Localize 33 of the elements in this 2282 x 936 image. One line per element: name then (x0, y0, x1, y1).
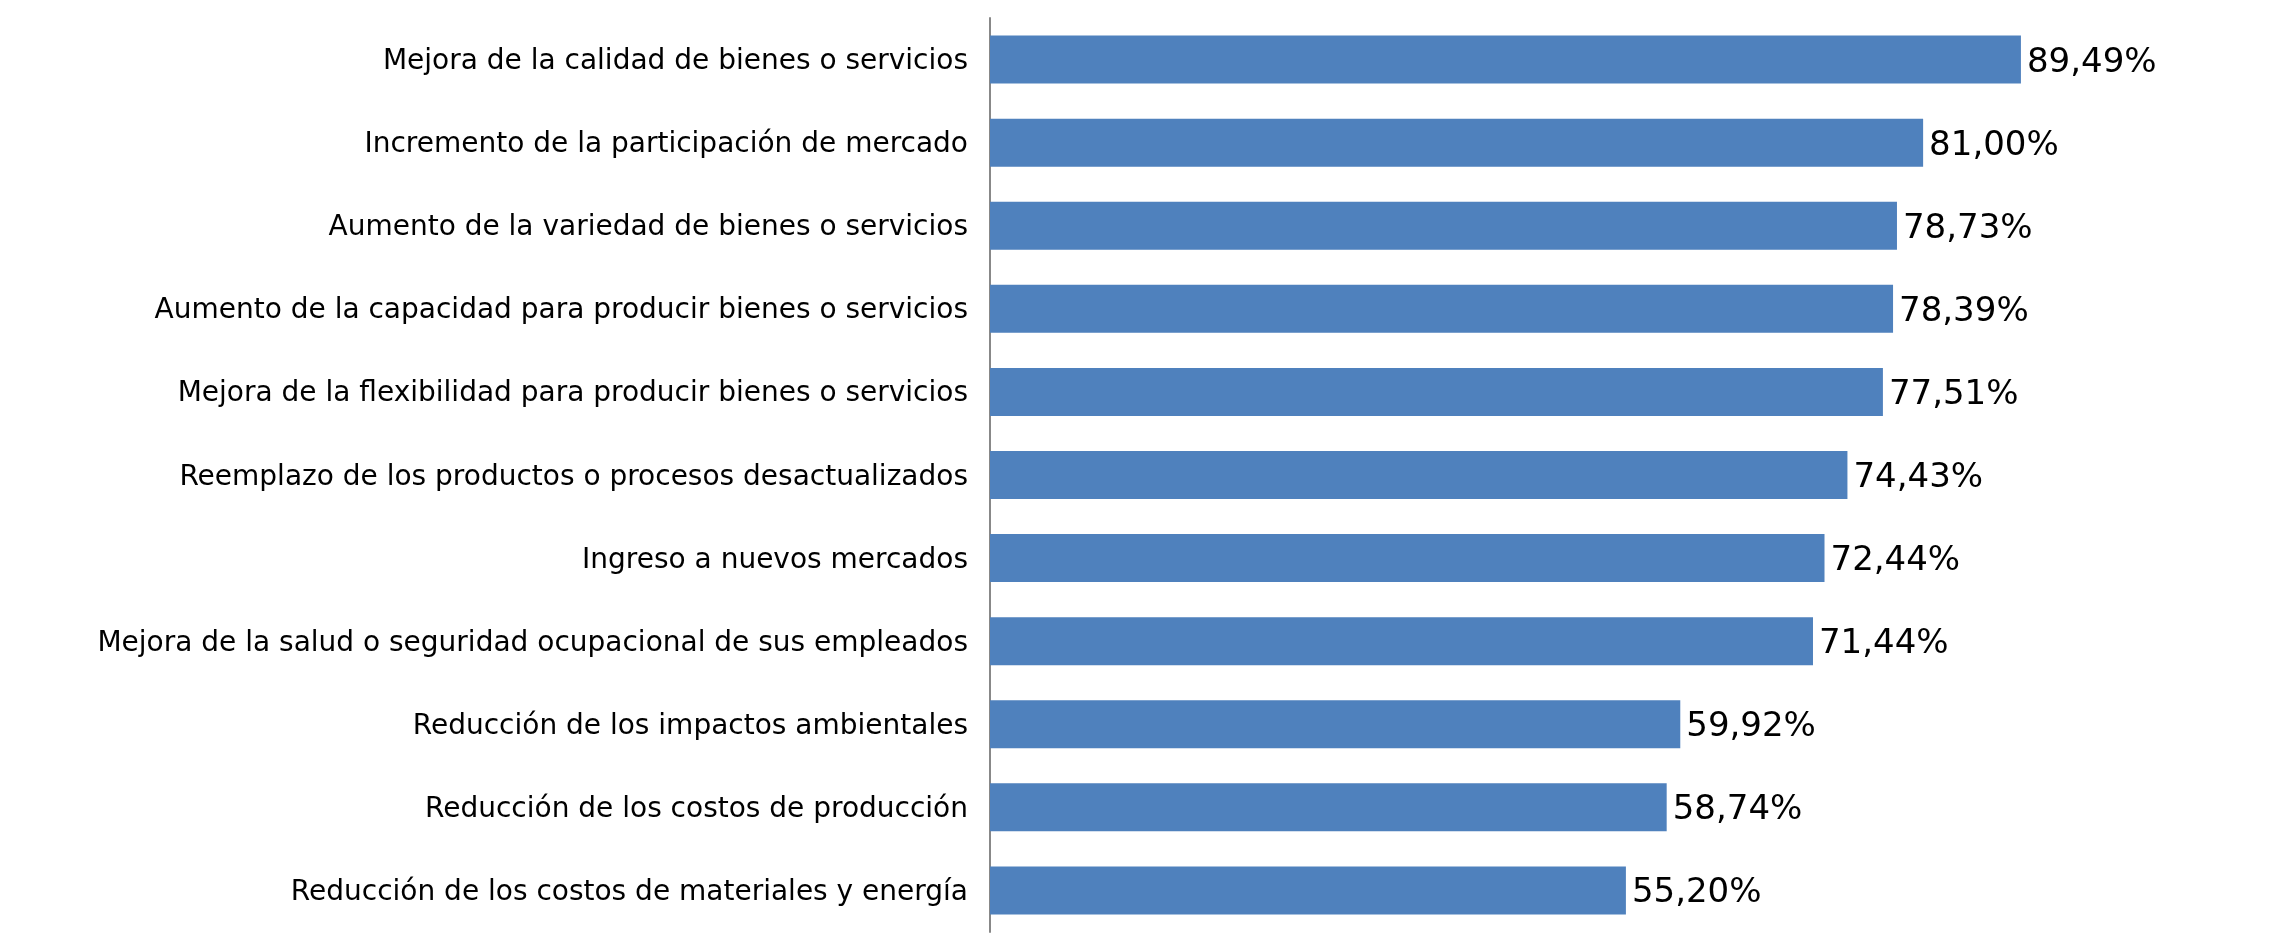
y-tick-label: Aumento de la variedad de bienes o servicios (328, 209, 968, 243)
data-label: 89,49% (2026, 39, 2157, 80)
data-label: 74,43% (1853, 455, 1984, 495)
y-tick-label: Reducción de los costos de materiales y energía (290, 873, 968, 907)
y-tick-label: Ingreso a nuevos mercados (582, 541, 968, 575)
y-tick-label: Reducción de los impactos ambientales (412, 707, 968, 741)
bar (990, 118, 1924, 167)
data-label: 77,51% (1888, 371, 2019, 412)
bar (990, 201, 1897, 250)
bar (990, 700, 1681, 749)
bar (990, 617, 1813, 666)
y-tick-label: Reducción de los costos de producción (425, 790, 968, 824)
data-label: 78,39% (1899, 288, 2029, 329)
data-label: 58,74% (1672, 787, 1803, 828)
y-tick-label: Reemplazo de los productos o procesos desactualizados (179, 458, 968, 492)
data-label: 78,73% (1902, 205, 2033, 246)
y-tick-label: Incremento de la participación de mercado (364, 126, 968, 160)
y-tick-label: Mejora de la calidad de bienes o servicios (382, 43, 968, 77)
y-tick-label: Aumento de la capacidad para producir bienes o servicios (154, 292, 968, 326)
bar (990, 534, 1825, 583)
bar (990, 451, 1848, 499)
data-label: 81,00% (1929, 122, 2059, 163)
data-label: 72,44% (1830, 538, 1961, 579)
bar (990, 35, 2021, 84)
bar (990, 367, 1883, 416)
data-label: 59,92% (1686, 704, 1816, 745)
y-tick-label: Mejora de la salud o seguridad ocupacional de sus empleados (97, 624, 968, 658)
bar (990, 783, 1667, 832)
bar (990, 284, 1894, 333)
y-tick-label: Mejora de la flexibilidad para producir bienes o servicios (177, 375, 968, 409)
data-label: 55,20% (1631, 870, 1762, 911)
data-label: 71,44% (1818, 621, 1949, 662)
bar (990, 866, 1626, 915)
